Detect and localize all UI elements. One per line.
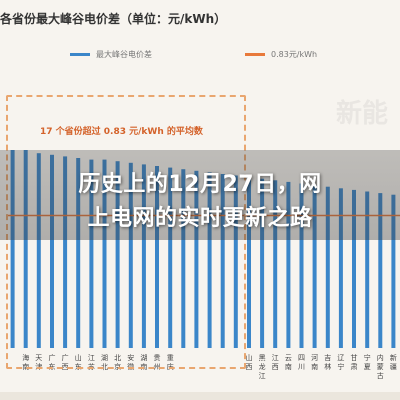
x-tick-label-6-0: 江 (88, 354, 95, 362)
x-tick-label-19-1: 龙 (259, 362, 266, 371)
x-tick-label-23-1: 南 (311, 362, 318, 371)
bottom-strip (0, 392, 400, 400)
bar-9 (128, 162, 133, 348)
bar-27 (365, 191, 370, 348)
bar-15 (207, 172, 212, 348)
x-tick-label-27-1: 夏 (364, 363, 371, 371)
watermark-text: 新能 (335, 99, 388, 129)
x-tick-label-11-0: 贵 (154, 353, 161, 362)
headline-line-2: 上电网的实时更新之路 (87, 206, 313, 231)
x-tick-label-6-1: 苏 (88, 362, 95, 371)
x-tick-label-8-0: 北 (114, 354, 121, 362)
bar-29 (391, 194, 396, 348)
x-tick-label-5-1: 东 (75, 362, 82, 371)
headline-line-1: 历史上的12月27日，网 (78, 172, 322, 197)
x-tick-label-21-1: 南 (285, 362, 292, 371)
bar-10 (141, 164, 146, 348)
x-tick-label-19-2: 江 (259, 372, 266, 380)
x-tick-label-3-1: 东 (49, 362, 56, 371)
x-tick-label-19-0: 黑 (259, 354, 266, 362)
x-tick-label-20-1: 西 (272, 363, 279, 371)
x-tick-label-27-0: 宁 (364, 353, 371, 362)
x-tick-label-23-0: 河 (311, 354, 318, 362)
bar-22 (299, 183, 304, 348)
highlight-annotation: 17 个省份超过 0.83 元/kWh 的平均数 (40, 127, 203, 137)
x-tick-label-18-0: 山 (246, 353, 253, 362)
bar-1 (23, 150, 28, 348)
x-tick-label-25-0: 辽 (337, 354, 344, 362)
x-tick-label-29-1: 疆 (390, 363, 397, 371)
bar-8 (115, 161, 120, 348)
x-tick-label-21-0: 云 (285, 354, 292, 362)
x-tick-label-9-1: 徽 (127, 362, 134, 371)
bar-5 (76, 158, 81, 348)
x-tick-label-8-1: 京 (114, 362, 121, 371)
legend-line-swatch (245, 52, 265, 56)
x-tick-label-28-2: 古 (377, 371, 384, 380)
legend-line-series: 0.83元/kWh (245, 47, 317, 61)
chart-title: 各省份最大峰谷电价差（单位：元/kWh） (0, 12, 227, 26)
x-tick-label-4-0: 广 (62, 353, 69, 362)
legend-line-label: 0.83元/kWh (271, 49, 318, 59)
bar-12 (168, 167, 173, 348)
x-tick-label-26-0: 甘 (351, 353, 358, 362)
bar-11 (155, 166, 159, 348)
bar-18 (247, 177, 251, 348)
x-tick-label-12-0: 重 (167, 354, 174, 362)
bar-4 (63, 156, 68, 348)
headline-banner: 历史上的12月27日，网 上电网的实时更新之路 (0, 150, 400, 240)
bar-16 (220, 174, 225, 348)
bar-28 (378, 193, 383, 348)
bar-14 (194, 170, 199, 348)
bar-6 (89, 159, 94, 348)
x-tick-label-29-0: 新 (390, 353, 397, 362)
bar-25 (338, 188, 343, 348)
x-tick-label-22-1: 川 (298, 363, 305, 371)
x-tick-label-5-0: 山 (75, 353, 82, 362)
bar-3 (50, 154, 54, 348)
x-tick-label-1-1: 南 (22, 362, 29, 371)
x-tick-label-12-1: 庆 (167, 362, 174, 371)
bar-19 (260, 178, 265, 348)
bar-24 (325, 186, 330, 348)
x-tick-label-9-0: 安 (127, 353, 134, 362)
x-tick-label-1-0: 海 (22, 353, 29, 362)
bar-26 (352, 189, 356, 348)
legend-bar-swatch (70, 52, 90, 56)
bar-23 (312, 185, 317, 348)
x-tick-label-2-0: 天 (35, 354, 42, 362)
x-tick-label-10-0: 湖 (140, 353, 147, 362)
x-tick-label-7-0: 湖 (101, 353, 108, 362)
bar-0 (10, 150, 15, 348)
x-tick-label-20-0: 江 (272, 354, 279, 362)
bar-17 (233, 175, 238, 348)
bar-21 (286, 181, 291, 348)
x-tick-label-3-0: 广 (49, 353, 56, 362)
bar-13 (181, 169, 186, 348)
x-tick-label-26-1: 肃 (351, 362, 358, 371)
x-tick-label-24-1: 林 (324, 362, 331, 371)
x-tick-label-28-0: 内 (377, 353, 384, 362)
x-tick-label-28-1: 蒙 (377, 362, 384, 371)
x-tick-label-24-0: 吉 (324, 354, 331, 362)
bar-7 (102, 159, 107, 348)
x-tick-label-10-1: 南 (140, 362, 147, 371)
x-tick-label-22-0: 四 (298, 354, 305, 362)
x-tick-label-25-1: 宁 (337, 362, 344, 371)
bar-2 (36, 153, 41, 348)
legend-bar-series: 最大峰谷电价差 (70, 47, 152, 61)
legend-bar-label: 最大峰谷电价差 (96, 49, 152, 59)
bar-20 (273, 180, 278, 348)
x-tick-label-18-1: 西 (246, 363, 253, 371)
highlight-box (6, 95, 246, 369)
